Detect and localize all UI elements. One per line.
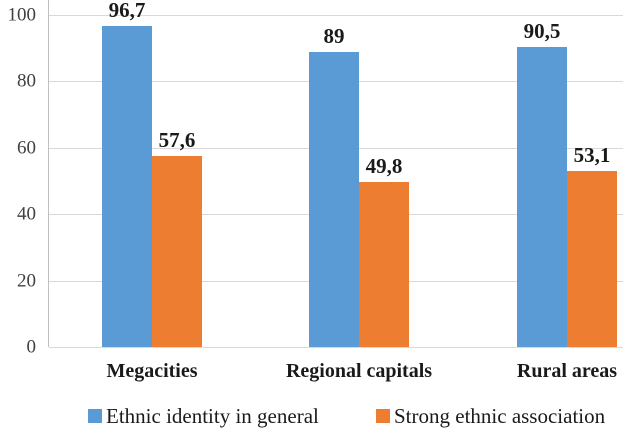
- bar-value-label: 53,1: [573, 143, 611, 167]
- bar: [567, 171, 617, 347]
- y-axis-tick: 100: [7, 4, 37, 26]
- y-axis-tick: 60: [17, 137, 36, 159]
- x-category-label: Regional capitals: [285, 360, 433, 382]
- bar-value-label: 89: [323, 24, 345, 48]
- y-axis-tick: 80: [17, 70, 36, 92]
- bar: [309, 52, 359, 347]
- bar: [152, 156, 202, 347]
- bar: [359, 182, 409, 347]
- legend-label-strong-association: Strong ethnic association: [394, 404, 606, 428]
- legend-item-strong-association: Strong ethnic association: [376, 403, 605, 429]
- bar: [517, 47, 567, 347]
- chart-legend: Ethnic identity in general Strong ethnic…: [0, 403, 623, 431]
- y-axis-tick: 20: [17, 270, 36, 292]
- bar-value-label: 90,5: [523, 19, 561, 43]
- bar-value-label: 96,7: [108, 0, 146, 22]
- legend-swatch-orange-icon: [376, 409, 390, 423]
- legend-label-ethnic-identity: Ethnic identity in general: [106, 404, 319, 428]
- legend-item-ethnic-identity: Ethnic identity in general: [88, 403, 319, 429]
- gridline: [49, 15, 623, 16]
- bar: [102, 26, 152, 347]
- x-category-label: Rural areas: [516, 360, 618, 382]
- x-category-label: Megacities: [106, 360, 198, 382]
- bar-value-label: 49,8: [365, 154, 403, 178]
- y-axis-line: [48, 0, 49, 347]
- y-axis-tick: 40: [17, 203, 36, 225]
- bar-value-label: 57,6: [158, 128, 196, 152]
- gridline: [49, 347, 623, 348]
- y-axis-tick: 0: [26, 336, 37, 358]
- legend-swatch-blue-icon: [88, 409, 102, 423]
